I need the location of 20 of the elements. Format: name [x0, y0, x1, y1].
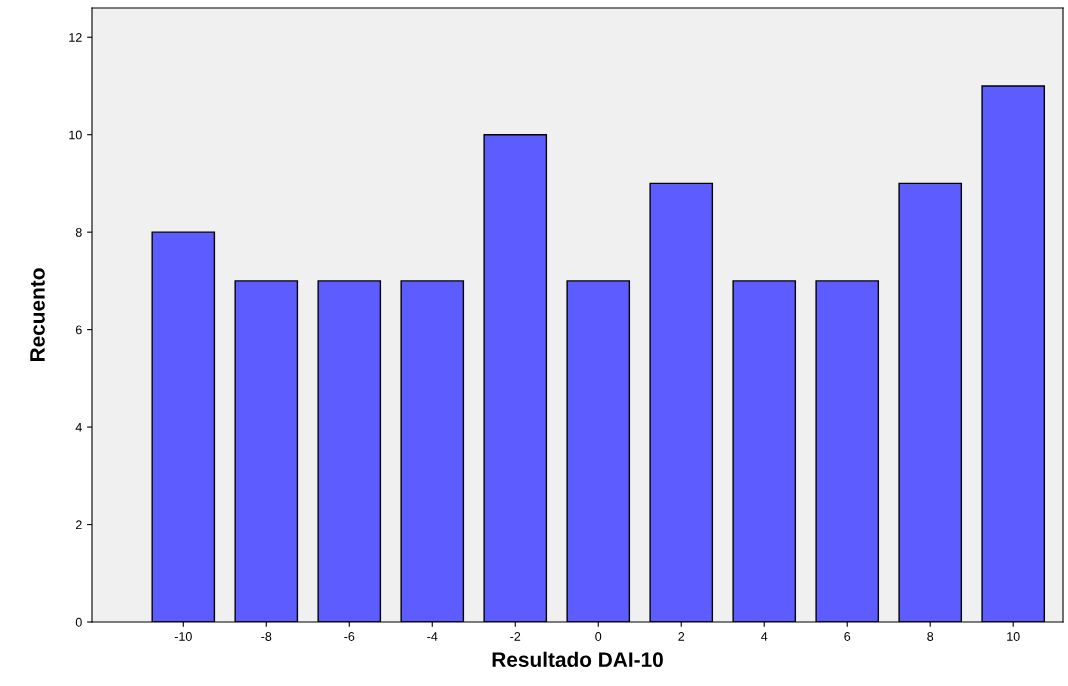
x-tick-label: -8: [261, 632, 272, 641]
y-tick-label: 4: [75, 423, 82, 432]
y-tick-label: 10: [69, 130, 82, 140]
y-tick-label: 2: [75, 520, 82, 530]
x-tick-label: 8: [927, 632, 934, 641]
y-tick-label: 8: [75, 227, 82, 237]
x-tick-label: 10: [1007, 632, 1020, 641]
y-tick-label: 6: [75, 325, 82, 335]
x-tick-label: 6: [844, 632, 851, 641]
y-tick-label: 0: [75, 617, 82, 627]
x-tick-label: -6: [344, 632, 355, 641]
x-tick-label: -4: [427, 632, 438, 641]
x-tick-label: 4: [761, 632, 768, 641]
x-tick-label: -10: [174, 632, 192, 641]
x-tick-label: 0: [595, 632, 602, 641]
y-tick-label: 12: [69, 33, 82, 42]
x-tick-label: 2: [678, 632, 685, 641]
x-axis-title: Resultado DAI-10: [492, 651, 663, 668]
y-axis-title: Recuento: [30, 268, 45, 362]
x-tick-label: -2: [510, 632, 521, 641]
